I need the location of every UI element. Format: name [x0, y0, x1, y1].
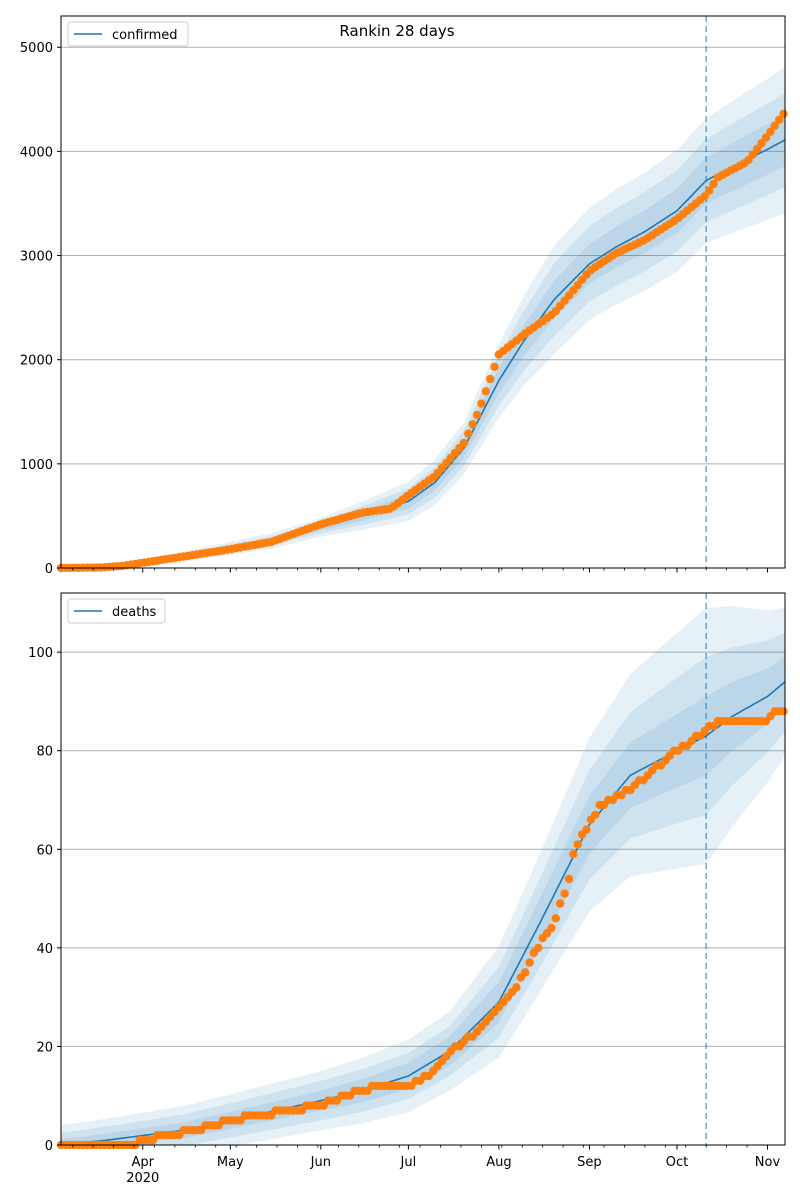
- deaths-uncertainty-bands: [61, 606, 785, 1145]
- deaths-observed-point: [560, 889, 569, 898]
- deaths-observed-point: [534, 943, 543, 953]
- deaths-ytick-label: 60: [36, 843, 53, 858]
- deaths-y-axis: 0 20 40 60 80 100: [28, 646, 61, 1154]
- chart-title: Rankin 28 days: [339, 22, 454, 40]
- confirmed-observed-point: [775, 115, 784, 125]
- deaths-observed-points: [56, 707, 788, 1150]
- deaths-ytick-label: 80: [36, 745, 53, 760]
- deaths-observed-point: [547, 923, 556, 933]
- deaths-observed-point: [551, 914, 560, 923]
- confirmed-observed-point: [490, 362, 499, 371]
- deaths-band-1: [61, 606, 785, 1145]
- x-axis-month-label: Aug: [486, 1155, 511, 1170]
- confirmed-band-1: [61, 67, 785, 568]
- x-axis-month-label: Sep: [577, 1155, 602, 1170]
- x-axis-month-label: Jul: [400, 1155, 417, 1170]
- deaths-observed-point: [512, 983, 521, 992]
- confirmed-ytick-label: 4000: [20, 145, 53, 160]
- confirmed-observed-point: [481, 387, 490, 396]
- deaths-band-2: [61, 632, 785, 1145]
- deaths-ytick-label: 100: [28, 646, 53, 661]
- confirmed-gridlines: [61, 46, 785, 465]
- deaths-legend-label: deaths: [112, 605, 157, 620]
- deaths-observed-point: [573, 840, 582, 849]
- deaths-ytick-label: 20: [36, 1040, 53, 1055]
- confirmed-observed-point: [779, 109, 788, 119]
- confirmed-ytick-label: 2000: [20, 354, 53, 369]
- deaths-observed-point: [564, 874, 574, 884]
- confirmed-ytick-label: 3000: [20, 250, 53, 265]
- deaths-band-3: [61, 657, 785, 1145]
- confirmed-observed-point: [464, 429, 473, 438]
- confirmed-observed-point: [459, 438, 469, 448]
- confirmed-observed-point: [468, 420, 477, 429]
- x-axis-year-label: 2020: [126, 1171, 159, 1186]
- deaths-legend-box: [67, 598, 166, 624]
- confirmed-observed-point: [704, 186, 714, 195]
- deaths-observed-point: [569, 850, 578, 859]
- deaths-observed-point: [525, 958, 534, 967]
- x-axis-month-label: Apr: [131, 1155, 154, 1170]
- confirmed-ytick-label: 5000: [20, 41, 53, 56]
- confirmed-observed-point: [761, 133, 771, 142]
- deaths-gridlines: [61, 651, 785, 1047]
- deaths-observed-point: [556, 899, 565, 908]
- confirmed-band-3: [61, 113, 785, 569]
- confirmed-y-axis: 0 1000 2000 3000 4000 5000: [20, 41, 61, 577]
- confirmed-panel: 0 1000 2000 3000 4000 5000 confirmed Rankin 2…: [20, 15, 788, 577]
- confirmed-observed-point: [766, 127, 775, 136]
- deaths-ytick-label: 0: [45, 1139, 53, 1154]
- confirmed-observed-point: [485, 374, 495, 384]
- confirmed-observed-points: [56, 109, 788, 573]
- deaths-observed-point: [521, 968, 530, 977]
- x-axis-month-labels: Apr May Jun Jul Aug Sep Oct Nov: [131, 1155, 780, 1170]
- x-axis-month-label: Oct: [666, 1155, 688, 1170]
- deaths-x-axis: [72, 1145, 768, 1150]
- confirmed-legend: confirmed: [67, 21, 189, 47]
- deaths-axes-frame: [60, 592, 786, 1146]
- confirmed-legend-box: [67, 21, 189, 47]
- confirmed-uncertainty-bands: [61, 67, 785, 569]
- confirmed-band-2: [61, 93, 785, 568]
- confirmed-axes-frame: [60, 15, 786, 569]
- confirmed-observed-point: [472, 410, 482, 420]
- confirmed-observed-point: [709, 179, 718, 189]
- deaths-panel: 0 20 40 60 80 100 deaths Apr May Jun Jul Aug Sep Oc…: [28, 592, 788, 1186]
- confirmed-legend-label: confirmed: [112, 28, 178, 43]
- deaths-plot-background: [61, 593, 785, 1145]
- confirmed-observed-point: [770, 121, 779, 130]
- x-axis-month-label: Nov: [755, 1155, 781, 1170]
- deaths-observed-point: [582, 825, 591, 834]
- x-axis-month-label: Jun: [310, 1155, 331, 1170]
- deaths-observed-point: [779, 707, 788, 716]
- deaths-legend: deaths: [67, 598, 166, 624]
- confirmed-ytick-label: 1000: [20, 458, 53, 473]
- confirmed-x-axis: [72, 568, 768, 573]
- confirmed-observed-point: [477, 399, 486, 408]
- deaths-observed-point: [591, 810, 600, 819]
- confirmed-ytick-label: 0: [45, 562, 53, 577]
- deaths-ytick-label: 40: [36, 942, 53, 957]
- confirmed-plot-background: [61, 16, 785, 568]
- x-axis-month-label: May: [217, 1155, 244, 1170]
